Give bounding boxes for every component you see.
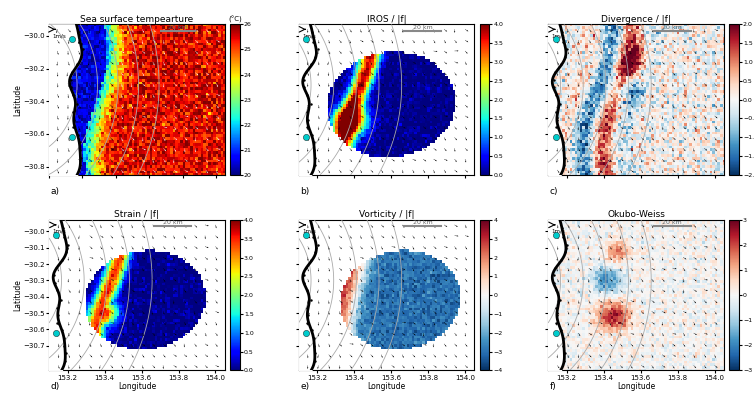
Text: 20 km: 20 km	[662, 25, 682, 30]
Text: 20 km: 20 km	[662, 220, 682, 225]
Text: b): b)	[300, 187, 310, 196]
Title: Strain / |f|: Strain / |f|	[115, 210, 159, 219]
X-axis label: Longitude: Longitude	[617, 382, 655, 391]
Text: 20 km: 20 km	[163, 220, 182, 225]
Text: 1m/s: 1m/s	[552, 229, 566, 234]
X-axis label: Longitude: Longitude	[118, 382, 156, 391]
Text: e): e)	[300, 383, 309, 392]
Text: f): f)	[550, 383, 556, 392]
Text: a): a)	[51, 187, 60, 196]
Title: Sea surface tempearture: Sea surface tempearture	[80, 15, 194, 24]
Title: Okubo-Weiss: Okubo-Weiss	[607, 210, 665, 219]
Title: IROS / |f|: IROS / |f|	[366, 15, 406, 24]
Text: 1m/s: 1m/s	[302, 229, 316, 234]
Text: 1m/s: 1m/s	[302, 33, 316, 38]
Title: Vorticity / |f|: Vorticity / |f|	[359, 210, 414, 219]
Text: c): c)	[550, 187, 559, 196]
Y-axis label: Latitude: Latitude	[13, 84, 22, 116]
X-axis label: Longitude: Longitude	[367, 382, 406, 391]
Text: 1m/s: 1m/s	[53, 229, 66, 234]
Text: 20 km: 20 km	[412, 25, 432, 30]
Text: 1m/s: 1m/s	[52, 33, 66, 38]
Y-axis label: Latitude: Latitude	[13, 279, 22, 311]
Text: d): d)	[51, 383, 60, 392]
Text: 20 km: 20 km	[412, 220, 432, 225]
Text: 20 km: 20 km	[168, 25, 188, 30]
Title: Divergence / |f|: Divergence / |f|	[601, 15, 671, 24]
Text: 1m/s: 1m/s	[552, 33, 566, 38]
